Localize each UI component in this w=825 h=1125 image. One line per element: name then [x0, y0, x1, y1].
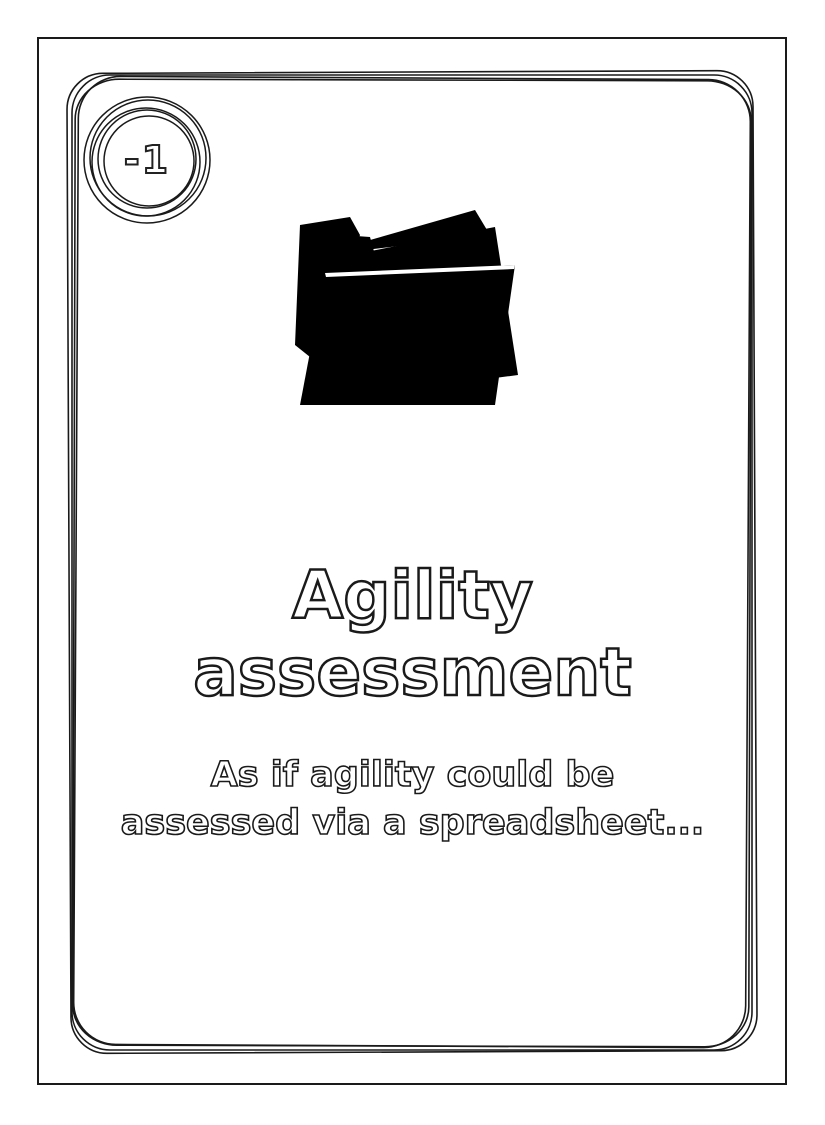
cost-badge: -1 [82, 95, 212, 225]
card-title-line1: Agility [291, 557, 534, 634]
card-subtitle-line1: As if agility could be [210, 755, 615, 795]
folder-icon [295, 210, 518, 405]
card [37, 37, 787, 1085]
cost-value: -1 [123, 137, 171, 183]
card-subtitle-line2: assessed via a spreadsheet... [120, 803, 705, 843]
card-title-line2: assessment [192, 634, 633, 711]
